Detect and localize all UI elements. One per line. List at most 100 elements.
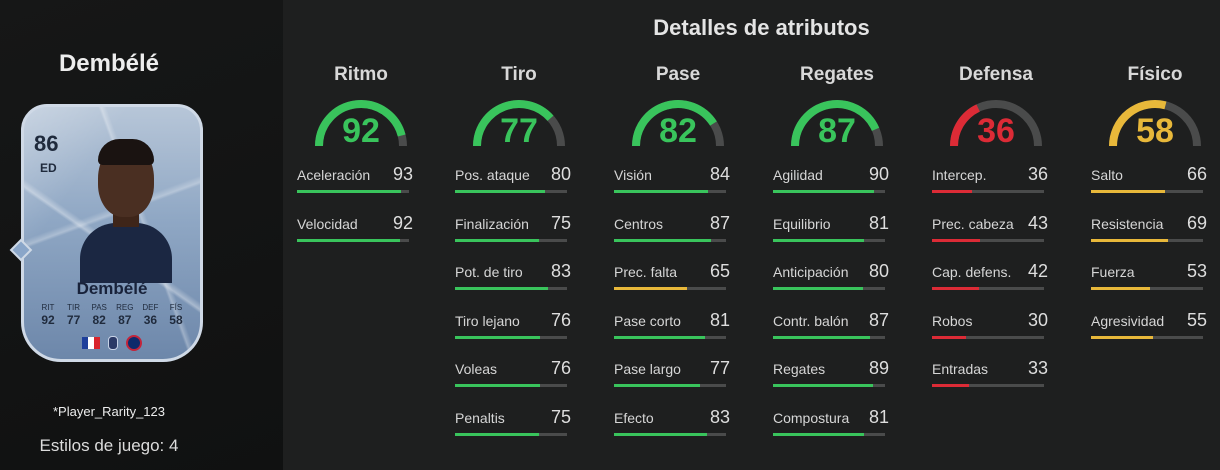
attribute-value: 90 [868, 164, 889, 184]
attribute-label: Equilibrio [773, 215, 831, 232]
attribute-value: 30 [1027, 309, 1048, 330]
attribute-row: Robos 30 [932, 309, 1060, 362]
attribute-value: 92 [392, 212, 413, 233]
attribute-row: Pos. ataque 80 [455, 164, 583, 216]
attribute-label: Agresividad [1091, 312, 1165, 329]
attribute-label: Visión [614, 167, 652, 183]
attribute-bar-fill [773, 238, 864, 242]
attribute-value: 66 [1186, 164, 1207, 184]
attribute-value: 43 [1027, 212, 1048, 233]
category-name: Físico [1127, 64, 1183, 85]
player-panel: Dembélé 86 ED Dembélé RIT 92 TIR 77 PAS 82 … [0, 0, 283, 470]
attribute-row: Velocidad 92 [297, 212, 425, 265]
attribute-label: Prec. falta [614, 264, 678, 280]
attribute-value: 55 [1186, 309, 1207, 330]
attribute-row: Tiro lejano 76 [455, 310, 583, 362]
attribute-bar-fill [614, 335, 705, 339]
category-tiro: Tiro 77 Pos. ataque 80 Finalización 75 Pot. de… [455, 64, 583, 458]
attribute-bar-fill [297, 190, 402, 193]
attribute-row: Voleas 76 [455, 358, 583, 410]
attribute-value: 87 [709, 212, 730, 233]
attribute-row: Regates 89 [773, 358, 901, 410]
category-regates: Regates 87 Agilidad 90 Equilibrio 81 Anticipac… [773, 64, 901, 458]
attribute-label: Pos. ataque [455, 167, 530, 183]
attribute-bar-fill [1091, 238, 1169, 242]
attribute-bar-fill [297, 238, 401, 242]
attribute-value: 77 [709, 358, 730, 378]
category-gauge: 87 [787, 96, 887, 150]
attribute-value: 42 [1027, 261, 1048, 281]
category-rating: 77 [500, 112, 538, 150]
player-card[interactable]: 86 ED Dembélé RIT 92 TIR 77 PAS 82 REG 87 DE… [21, 104, 203, 362]
attribute-bar-track [455, 287, 567, 290]
attribute-bar-track [773, 190, 885, 193]
attribute-row: Entradas 33 [932, 358, 1060, 410]
attribute-value: 53 [1186, 261, 1207, 281]
attribute-bar-track [614, 287, 726, 290]
attribute-bar-track [614, 384, 726, 387]
attribute-value: 81 [709, 309, 730, 330]
attribute-row: Equilibrio 81 [773, 212, 901, 265]
attribute-value: 81 [868, 212, 889, 233]
attribute-label: Fuerza [1091, 264, 1135, 280]
attribute-label: Centros [614, 215, 664, 232]
attribute-bar-fill [614, 190, 709, 193]
category-rating: 36 [977, 112, 1015, 150]
attribute-label: Voleas [455, 361, 498, 377]
attribute-label: Finalización [455, 215, 529, 232]
attribute-bar-track [455, 238, 567, 242]
player-portrait [80, 137, 172, 283]
attribute-list: Aceleración 93 Velocidad 92 [297, 164, 425, 265]
attribute-label: Velocidad [297, 215, 358, 232]
attribute-value: 93 [392, 164, 413, 184]
attribute-label: Pase corto [614, 312, 681, 329]
attribute-label: Pot. de tiro [455, 264, 523, 280]
attribute-bar-fill [614, 287, 687, 290]
category-rating: 82 [659, 112, 697, 150]
category-name: Ritmo [334, 64, 388, 85]
attribute-bar-track [1091, 238, 1203, 242]
section-title: Detalles de atributos [653, 15, 870, 40]
attribute-row: Contr. balón 87 [773, 310, 901, 362]
attribute-value: 83 [709, 406, 730, 427]
gauge-fill [315, 100, 406, 147]
category-ritmo: Ritmo 92 Aceleración 93 Velocidad 92 [297, 64, 425, 264]
attribute-label: Prec. cabeza [932, 215, 1014, 232]
card-position: ED [40, 161, 57, 175]
attribute-bar-fill [1091, 190, 1165, 193]
attribute-row: Fuerza 53 [1091, 261, 1219, 313]
attribute-row: Centros 87 [614, 212, 742, 265]
attribute-bar-track [932, 238, 1044, 242]
attribute-bar-fill [1091, 335, 1153, 339]
attribute-bar-fill [455, 190, 545, 193]
attribute-list: Visión 84 Centros 87 Prec. falta 65 Pase corto… [614, 164, 742, 458]
attribute-row: Agilidad 90 [773, 164, 901, 216]
category-físico: Físico 58 Salto 66 Resistencia 69 Fuerza 53 Agre… [1091, 64, 1219, 361]
attribute-label: Salto [1091, 167, 1123, 183]
category-gauge: 92 [311, 96, 411, 150]
attribute-row: Resistencia 69 [1091, 213, 1219, 265]
attribute-bar-track [455, 384, 567, 387]
category-rating: 92 [342, 112, 380, 150]
attribute-value: 33 [1027, 358, 1048, 378]
category-pase: Pase 82 Visión 84 Centros 87 Prec. falta 65 Pase… [614, 64, 742, 458]
attribute-row: Intercep. 36 [932, 164, 1060, 216]
attribute-value: 89 [868, 358, 889, 378]
attribute-bar-track [773, 432, 885, 436]
attribute-bar-track [932, 384, 1044, 387]
attribute-bar-track [1091, 190, 1203, 193]
category-defensa: Defensa 36 Intercep. 36 Prec. cabeza 43 Cap. d… [932, 64, 1060, 410]
attribute-row: Pot. de tiro 83 [455, 261, 583, 313]
attribute-row: Compostura 81 [773, 407, 901, 459]
attribute-row: Prec. falta 65 [614, 261, 742, 313]
attribute-bar-track [773, 384, 885, 387]
attribute-value: 75 [550, 406, 571, 427]
attribute-bar-track [614, 190, 726, 193]
attribute-label: Regates [773, 361, 826, 377]
attribute-label: Efecto [614, 409, 654, 426]
attribute-list: Pos. ataque 80 Finalización 75 Pot. de tiro 8… [455, 164, 583, 458]
attribute-bar-fill [932, 238, 981, 242]
attribute-label: Cap. defens. [932, 264, 1012, 280]
attribute-label: Robos [932, 312, 973, 329]
attribute-value: 80 [868, 261, 889, 281]
